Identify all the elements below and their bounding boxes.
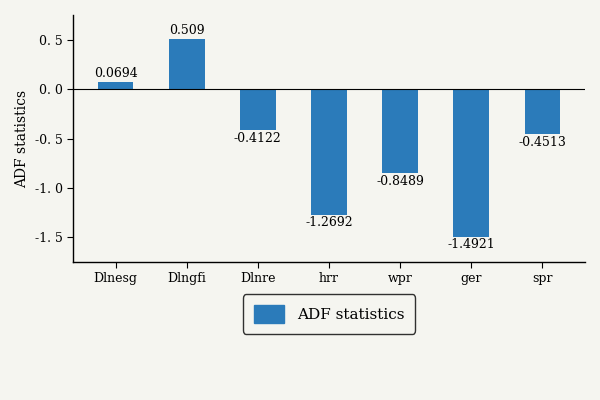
Text: -0.8489: -0.8489 [376,175,424,188]
Bar [382,89,418,173]
Y-axis label: ADF statistics: ADF statistics [15,90,29,188]
Text: -1.4921: -1.4921 [448,238,495,251]
Text: 0.0694: 0.0694 [94,68,137,80]
Bar [169,39,205,89]
Legend: ADF statistics: ADF statistics [243,294,415,334]
Bar [98,82,133,89]
Bar [311,89,347,214]
Text: 0.509: 0.509 [169,24,205,37]
Text: -0.4122: -0.4122 [234,132,282,145]
Bar [524,89,560,134]
Bar [240,89,275,130]
Text: -1.2692: -1.2692 [305,216,353,229]
Text: -0.4513: -0.4513 [518,136,566,148]
Bar [454,89,489,236]
